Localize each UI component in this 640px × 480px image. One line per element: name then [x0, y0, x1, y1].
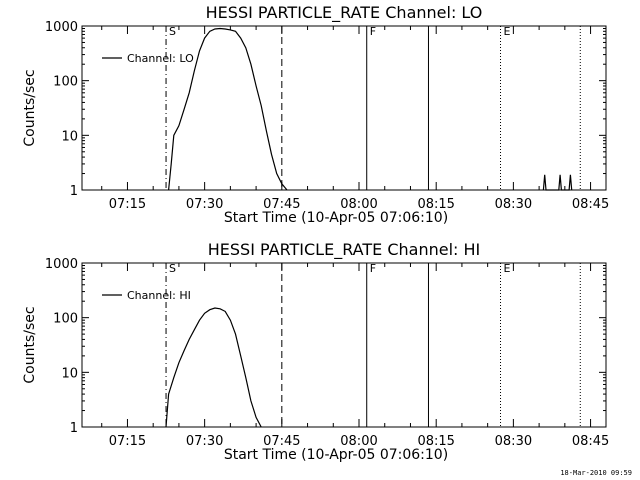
legend-label: Channel: HI — [127, 289, 191, 302]
chart-title: HESSI PARTICLE_RATE Channel: HI — [208, 240, 481, 260]
x-tick-label: 07:30 — [186, 197, 223, 212]
marker-label: F — [370, 262, 376, 275]
x-tick-label: 08:45 — [572, 197, 609, 212]
marker-label: E — [504, 25, 511, 38]
x-tick-label: 08:00 — [340, 197, 377, 212]
x-tick-label: 08:30 — [495, 197, 532, 212]
marker-label: S — [169, 25, 176, 38]
x-axis-label: Start Time (10-Apr-05 07:06:10) — [224, 447, 448, 463]
series-line-2 — [542, 174, 573, 191]
x-tick-label: 08:00 — [340, 434, 377, 449]
timestamp-footer: 18-Mar-2010 09:59 — [560, 469, 632, 477]
chart-title: HESSI PARTICLE_RATE Channel: LO — [206, 3, 483, 23]
series-line-1 — [168, 27, 288, 191]
y-tick-label: 1 — [70, 421, 78, 436]
y-tick-label: 10 — [61, 129, 78, 144]
chart-panel-1: HESSI PARTICLE_RATE Channel: LO 1 10 100 100… — [22, 3, 609, 226]
marker-label: E — [504, 262, 511, 275]
y-tick-label: 1 — [70, 184, 78, 199]
y-tick-label: 1000 — [45, 257, 78, 272]
x-tick-label: 08:30 — [495, 434, 532, 449]
y-tick-label: 1000 — [45, 20, 78, 35]
legend-label: Channel: LO — [127, 52, 194, 65]
y-axis-label: Counts/sec — [22, 69, 38, 146]
series-line-1 — [165, 307, 262, 428]
y-axis-label: Counts/sec — [22, 306, 38, 383]
plot-frame — [81, 25, 607, 191]
y-tick-label: 100 — [53, 75, 78, 90]
chart-panel-2: HESSI PARTICLE_RATE Channel: HI 1 10 100 100… — [22, 240, 609, 463]
y-tick-label: 100 — [53, 312, 78, 327]
x-tick-label: 07:15 — [109, 434, 146, 449]
plot-frame — [81, 262, 607, 428]
x-tick-label: 07:15 — [109, 197, 146, 212]
marker-label: F — [370, 25, 376, 38]
x-tick-label: 08:15 — [417, 197, 454, 212]
x-axis-label: Start Time (10-Apr-05 07:06:10) — [224, 210, 448, 226]
x-tick-label: 08:45 — [572, 434, 609, 449]
marker-label: S — [169, 262, 176, 275]
x-tick-label: 07:30 — [186, 434, 223, 449]
y-tick-label: 10 — [61, 366, 78, 381]
x-tick-label: 07:45 — [263, 434, 300, 449]
x-tick-label: 08:15 — [417, 434, 454, 449]
x-tick-label: 07:45 — [263, 197, 300, 212]
